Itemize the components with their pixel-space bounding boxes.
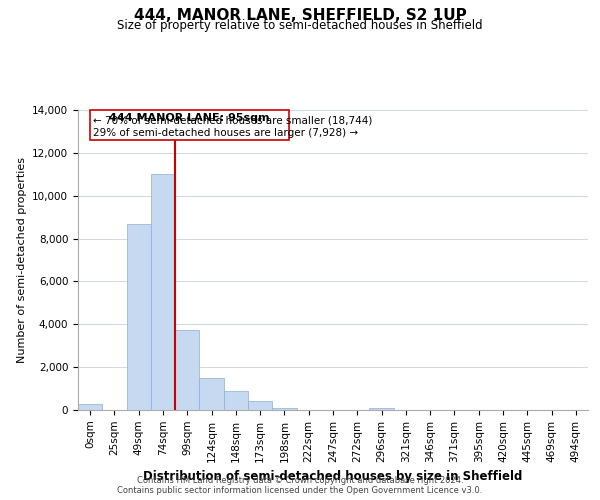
Bar — [272, 408, 296, 410]
Text: 444, MANOR LANE, SHEFFIELD, S2 1UP: 444, MANOR LANE, SHEFFIELD, S2 1UP — [134, 8, 466, 22]
Bar — [175, 330, 199, 410]
Text: Contains public sector information licensed under the Open Government Licence v3: Contains public sector information licen… — [118, 486, 482, 495]
Text: Size of property relative to semi-detached houses in Sheffield: Size of property relative to semi-detach… — [117, 19, 483, 32]
Bar — [90, 110, 289, 140]
Bar — [127, 224, 151, 410]
Bar — [370, 408, 394, 410]
X-axis label: Distribution of semi-detached houses by size in Sheffield: Distribution of semi-detached houses by … — [143, 470, 523, 483]
Bar — [78, 404, 102, 410]
Y-axis label: Number of semi-detached properties: Number of semi-detached properties — [17, 157, 26, 363]
Text: ← 70% of semi-detached houses are smaller (18,744): ← 70% of semi-detached houses are smalle… — [92, 116, 372, 126]
Bar — [224, 390, 248, 410]
Text: 29% of semi-detached houses are larger (7,928) →: 29% of semi-detached houses are larger (… — [92, 128, 358, 138]
Text: Contains HM Land Registry data © Crown copyright and database right 2024.: Contains HM Land Registry data © Crown c… — [137, 476, 463, 485]
Bar — [151, 174, 175, 410]
Bar — [248, 402, 272, 410]
Bar — [199, 378, 224, 410]
Text: 444 MANOR LANE: 95sqm: 444 MANOR LANE: 95sqm — [109, 112, 270, 122]
